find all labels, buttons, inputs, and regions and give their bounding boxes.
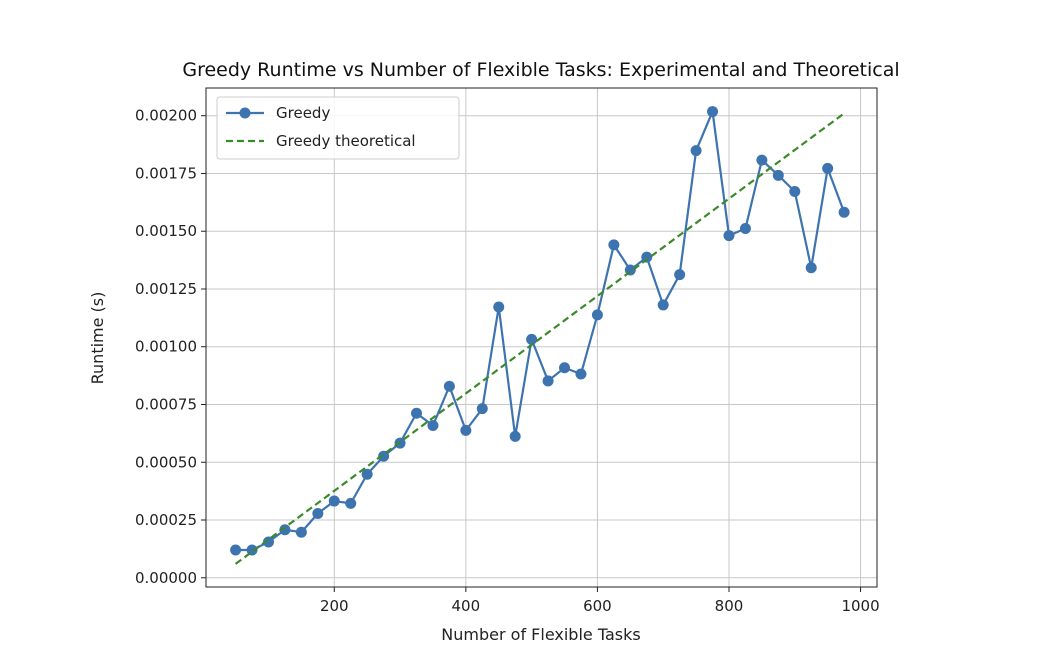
greedy-data-point xyxy=(756,154,768,166)
legend-greedy-label: Greedy xyxy=(276,104,330,122)
x-tick-label: 600 xyxy=(583,597,612,615)
legend-greedy-marker xyxy=(239,107,251,119)
x-tick-label: 1000 xyxy=(841,597,879,615)
greedy-data-point xyxy=(262,536,274,548)
greedy-data-point xyxy=(295,526,307,538)
greedy-data-point xyxy=(427,420,439,432)
greedy-data-point xyxy=(279,524,291,536)
greedy-data-point xyxy=(230,544,242,556)
y-axis-label: Runtime (s) xyxy=(88,292,107,385)
gridlines xyxy=(206,88,877,587)
legend-theoretical-label: Greedy theoretical xyxy=(276,132,416,150)
greedy-data-point xyxy=(657,299,669,311)
greedy-data-point xyxy=(575,368,587,380)
x-tick-label: 400 xyxy=(452,597,481,615)
x-tick-label: 800 xyxy=(715,597,744,615)
x-axis-ticks: 200 400 600 800 1000 xyxy=(320,587,880,615)
y-tick-label: 0.00200 xyxy=(135,107,197,125)
x-tick-label: 200 xyxy=(320,597,349,615)
x-axis-label: Number of Flexible Tasks xyxy=(441,625,640,644)
greedy-data-point xyxy=(789,185,801,197)
y-axis-ticks: 0.00000 0.00025 0.00050 0.00075 0.00100 0.001… xyxy=(135,107,206,587)
y-tick-label: 0.00050 xyxy=(135,453,197,471)
greedy-data-point xyxy=(772,169,784,181)
greedy-data-point xyxy=(641,251,653,263)
series-layer xyxy=(230,106,850,565)
greedy-data-point xyxy=(542,375,554,387)
greedy-data-point xyxy=(312,508,324,520)
greedy-data-point xyxy=(509,430,521,442)
greedy-data-point xyxy=(822,162,834,174)
greedy-data-point xyxy=(591,309,603,321)
greedy-data-point xyxy=(493,301,505,313)
greedy-data-point xyxy=(378,450,390,462)
greedy-data-point xyxy=(345,497,357,509)
greedy-data-point xyxy=(328,495,340,507)
greedy-data-point xyxy=(723,230,735,242)
greedy-data-point xyxy=(476,403,488,415)
y-tick-label: 0.00100 xyxy=(135,338,197,356)
plot-frame xyxy=(205,87,878,588)
y-tick-label: 0.00150 xyxy=(135,222,197,240)
greedy-data-point xyxy=(608,239,620,251)
y-tick-label: 0.00175 xyxy=(135,164,197,182)
greedy-data-point xyxy=(707,106,719,118)
greedy-data-point xyxy=(411,407,423,419)
greedy-data-point xyxy=(526,333,538,345)
legend: Greedy Greedy theoretical xyxy=(216,96,460,160)
greedy-data-point xyxy=(690,145,702,157)
greedy-data-point xyxy=(739,222,751,234)
greedy-series-line xyxy=(235,110,846,552)
greedy-data-point xyxy=(559,362,571,374)
greedy-data-point xyxy=(838,206,850,218)
y-tick-label: 0.00125 xyxy=(135,280,197,298)
greedy-data-point xyxy=(805,262,817,274)
chart-title: Greedy Runtime vs Number of Flexible Tas… xyxy=(182,59,899,81)
greedy-data-point xyxy=(361,468,373,480)
greedy-data-point xyxy=(443,380,455,392)
legend-box xyxy=(216,96,460,160)
y-tick-label: 0.00075 xyxy=(135,395,197,413)
y-tick-label: 0.00000 xyxy=(135,569,197,587)
y-tick-label: 0.00025 xyxy=(135,511,197,529)
greedy-data-point xyxy=(460,424,472,436)
theoretical-series-line xyxy=(234,112,845,565)
greedy-data-point xyxy=(674,269,686,281)
